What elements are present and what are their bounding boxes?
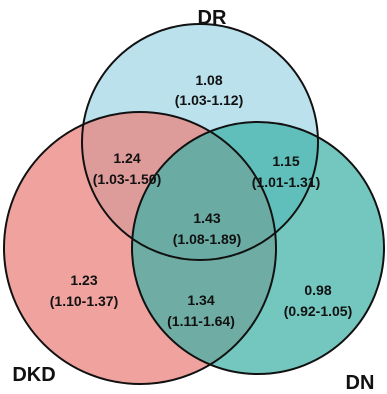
- circle-dn-outline: [131, 121, 385, 375]
- circle-dkd-outline: [3, 111, 277, 385]
- ci-dkd-only: (1.10-1.37): [50, 293, 118, 309]
- circle-dr-outline: [81, 23, 319, 261]
- label-dkd: DKD: [12, 364, 55, 386]
- value-center: 1.43: [193, 210, 220, 226]
- value-dr-dn: 1.15: [272, 153, 299, 169]
- label-dn: DN: [346, 372, 375, 394]
- value-dr-dkd: 1.24: [113, 150, 140, 166]
- ci-dkd-dn: (1.11-1.64): [167, 313, 235, 329]
- value-dkd-dn: 1.34: [187, 292, 214, 308]
- circle-dn: [132, 122, 384, 374]
- ci-dr-only: (1.03-1.12): [175, 92, 243, 108]
- ci-dr-dkd: (1.03-1.50): [93, 171, 161, 187]
- ci-dn-only: (0.92-1.05): [284, 303, 352, 319]
- value-dn-only: 0.98: [304, 282, 331, 298]
- label-dr: DR: [198, 7, 227, 29]
- value-dr-only: 1.08: [195, 72, 222, 88]
- ci-center: (1.08-1.89): [173, 231, 241, 247]
- ci-dr-dn: (1.01-1.31): [252, 174, 320, 190]
- value-dkd-only: 1.23: [70, 272, 97, 288]
